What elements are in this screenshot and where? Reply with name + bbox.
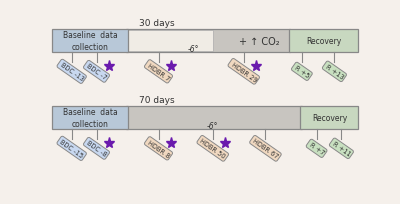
- Text: BDC -8: BDC -8: [86, 140, 108, 157]
- Text: HDBR 29: HDBR 29: [230, 61, 258, 83]
- Text: R +11: R +11: [331, 140, 352, 157]
- FancyBboxPatch shape: [126, 30, 290, 53]
- FancyBboxPatch shape: [52, 106, 128, 130]
- FancyBboxPatch shape: [300, 106, 358, 130]
- Text: R +13: R +13: [324, 64, 344, 80]
- Text: 30 days: 30 days: [139, 19, 175, 28]
- Text: HDBR 8: HDBR 8: [146, 139, 171, 158]
- FancyBboxPatch shape: [52, 30, 128, 53]
- Text: BDC -15: BDC -15: [59, 139, 84, 159]
- Text: R +7: R +7: [308, 141, 325, 156]
- Text: Baseline  data
collection: Baseline data collection: [62, 108, 117, 128]
- Text: HDBR 67: HDBR 67: [252, 138, 279, 160]
- Text: HDBR 7: HDBR 7: [146, 62, 171, 82]
- Text: Recovery: Recovery: [312, 113, 347, 122]
- Text: HDBR 50: HDBR 50: [199, 138, 227, 160]
- Text: BDC -7: BDC -7: [86, 63, 108, 81]
- Text: Baseline  data
collection: Baseline data collection: [62, 31, 117, 51]
- FancyBboxPatch shape: [128, 31, 213, 52]
- Text: BDC -13: BDC -13: [59, 62, 84, 82]
- Text: Recovery: Recovery: [306, 37, 341, 46]
- FancyBboxPatch shape: [289, 30, 358, 53]
- Text: -6°: -6°: [207, 121, 218, 130]
- Text: + ↑ CO₂: + ↑ CO₂: [239, 36, 280, 46]
- Text: 70 days: 70 days: [139, 95, 175, 104]
- FancyBboxPatch shape: [126, 106, 302, 130]
- Text: -6°: -6°: [188, 44, 199, 53]
- Text: R +5: R +5: [293, 65, 310, 79]
